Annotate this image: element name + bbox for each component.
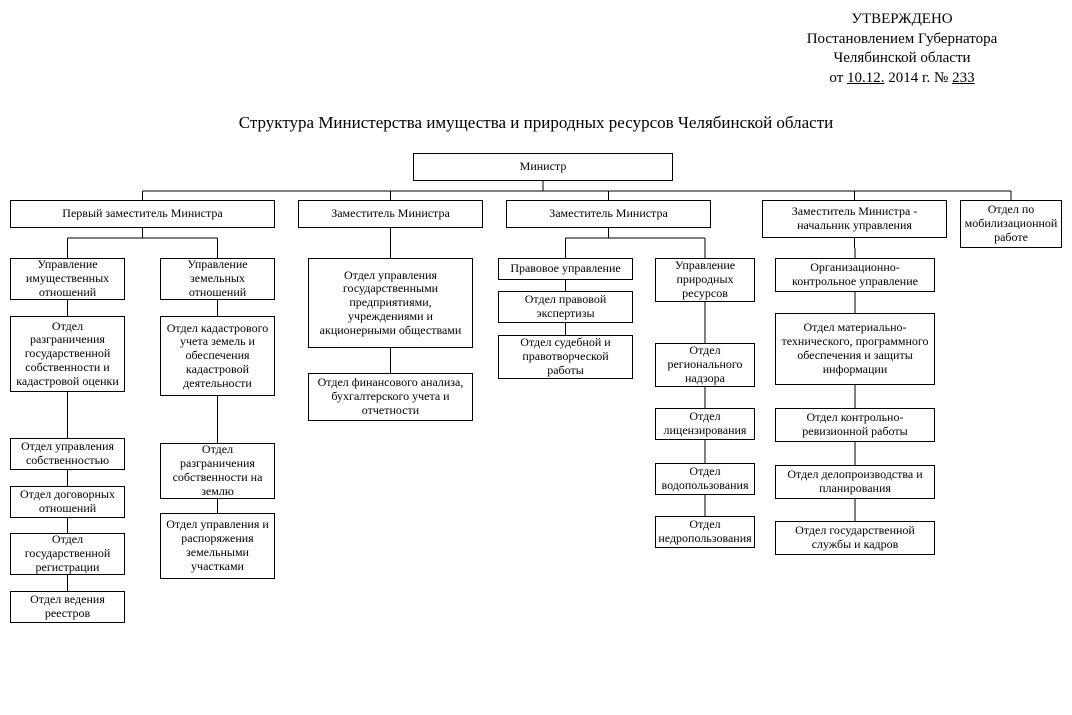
node-c1a5: Отдел государственной регистрации — [10, 533, 125, 575]
document-title: Структура Министерства имущества и приро… — [10, 113, 1062, 133]
node-c1b3: Отдел разграничения собственности на зем… — [160, 443, 275, 499]
node-c4b: Отдел материально-технического, программ… — [775, 313, 935, 385]
node-c2b: Отдел финансового анализа, бухгалтерског… — [308, 373, 473, 421]
node-c3b5: Отдел недропользования — [655, 516, 755, 548]
node-c3b4: Отдел водопользования — [655, 463, 755, 495]
node-c1b4: Отдел управления и распоряжения земельны… — [160, 513, 275, 579]
node-c1a4: Отдел договорных отношений — [10, 486, 125, 518]
org-chart: Министр Первый заместитель Министра Замест… — [10, 153, 1062, 693]
node-c1a6: Отдел ведения реестров — [10, 591, 125, 623]
node-c1a3: Отдел управления собственностью — [10, 438, 125, 470]
node-c4e: Отдел государственной службы и кадров — [775, 521, 935, 555]
node-c1a1: Управление имущественных отношений — [10, 258, 125, 300]
approval-date-line: от 10.12. 2014 г. № 233 — [762, 69, 1042, 89]
approval-line2: Постановлением Губернатора — [762, 30, 1042, 50]
node-dep2: Заместитель Министра — [298, 200, 483, 228]
node-c1a2: Отдел разграничения государственной собс… — [10, 316, 125, 392]
node-c3b3: Отдел лицензирования — [655, 408, 755, 440]
node-dep4: Заместитель Министра - начальник управле… — [762, 200, 947, 238]
node-root: Министр — [413, 153, 673, 181]
approval-line3: Челябинской области — [762, 49, 1042, 69]
node-dep5: Отдел по мобилизационной работе — [960, 200, 1062, 248]
approval-line1: УТВЕРЖДЕНО — [762, 10, 1042, 30]
node-c3a2: Отдел правовой экспертизы — [498, 291, 633, 323]
node-c3a1: Правовое управление — [498, 258, 633, 280]
approval-block: УТВЕРЖДЕНО Постановлением Губернатора Че… — [762, 10, 1042, 88]
node-c3b2: Отдел регионального надзора — [655, 343, 755, 387]
node-c4c: Отдел контрольно-ревизионной работы — [775, 408, 935, 442]
node-c2a: Отдел управления государственными предпр… — [308, 258, 473, 348]
node-dep1: Первый заместитель Министра — [10, 200, 275, 228]
node-c1b1: Управление земельных отношений — [160, 258, 275, 300]
node-c3b1: Управление природных ресурсов — [655, 258, 755, 302]
node-c1b2: Отдел кадастрового учета земель и обеспе… — [160, 316, 275, 396]
node-c4a: Организационно-контрольное управление — [775, 258, 935, 292]
node-c3a3: Отдел судебной и правотворческой работы — [498, 335, 633, 379]
node-c4d: Отдел делопроизводства и планирования — [775, 465, 935, 499]
node-dep3: Заместитель Министра — [506, 200, 711, 228]
